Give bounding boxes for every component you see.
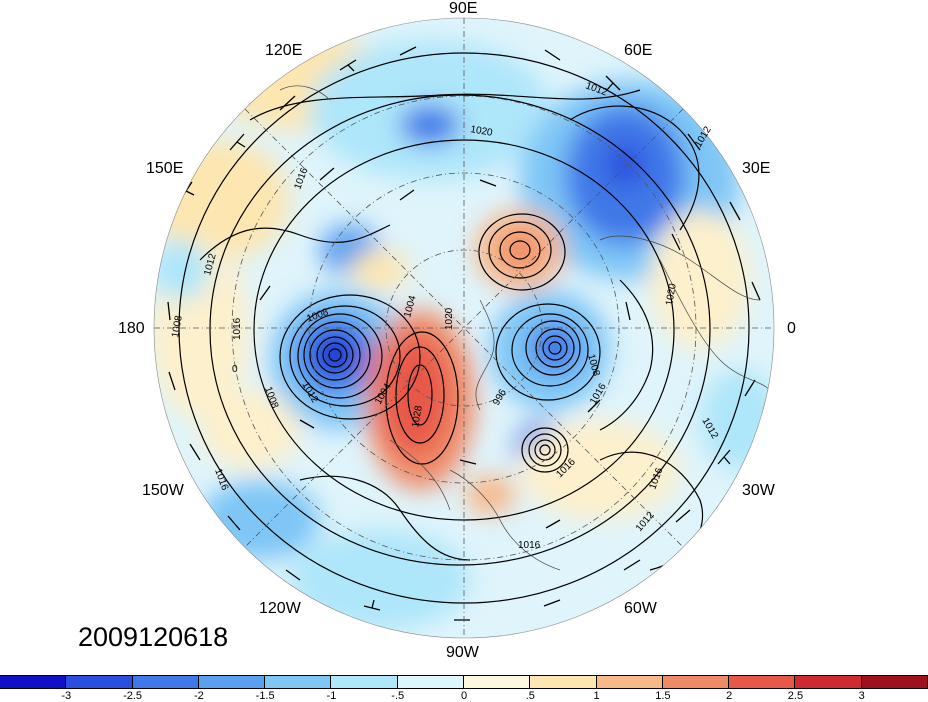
colorbar-swatch [66,676,133,688]
colorbar-tick-label: -.5 [391,690,405,702]
contour-label: 0 [232,364,238,375]
colorbar-tick-label: 3 [858,690,865,702]
high-center-contours [385,213,566,465]
longitude-label-150w: 150W [142,482,184,499]
low-center-contours-2 [495,303,601,401]
colorbar-tick-label: -1 [326,690,337,702]
colorbar-swatch [331,676,398,688]
colorbar-tick-label: 2 [726,690,733,702]
colorbar-swatch [463,676,531,688]
contour-label: 1016 [232,317,243,340]
colorbar-tick-label: 0 [460,690,468,702]
contour-label: 1020 [469,124,493,139]
colorbar-tick-label: .5 [525,690,535,702]
colorbar-tick-label: -2 [193,690,204,702]
colorbar-swatch [795,676,862,688]
colorbar-swatch [530,676,597,688]
colorbar-tick-label: -1.5 [255,690,275,702]
contour-label: 1016 [518,540,541,551]
colorbar-swatch [596,676,663,688]
colorbar-swatch [662,676,730,688]
colorbar [0,675,928,689]
colorbar-swatch [397,676,464,688]
colorbar-tick-label: -2.5 [123,690,143,702]
longitude-label-150e: 150E [146,160,184,177]
graticule [154,18,774,638]
date-time-stamp: 2009120618 [78,622,229,652]
longitude-label-30w: 30W [742,482,775,499]
longitude-label-90w: 90W [446,644,479,661]
colorbar-swatch [132,676,199,688]
colorbar-swatch [861,676,928,688]
contour-label: 1020 [444,307,455,330]
coastlines [279,85,771,571]
longitude-label-60e: 60E [624,42,653,59]
colorbar-tick-label: -3 [61,690,72,702]
map-disk [154,18,774,638]
colorbar-swatch [198,676,266,688]
colorbar-tick-label: 1 [593,690,600,702]
colorbar-tick-label: 1.5 [655,690,671,702]
low-center-contours-1 [279,294,421,420]
longitude-label-60w: 60W [624,600,657,617]
longitude-label-120e: 120E [265,42,303,59]
anomaly-shading [154,30,774,630]
longitude-label-30e: 30E [742,160,771,177]
contour-label: 1020 [664,282,679,306]
map-boundary [153,17,775,639]
longitude-label-120w: 120W [259,600,301,617]
contour-label: 1028 [410,404,425,428]
colorbar-swatch [265,676,332,688]
wind-barbs [167,46,761,621]
colorbar-tick-label: 2.5 [787,690,804,702]
longitude-label-90e: 90E [449,0,478,17]
colorbar-swatch [0,676,67,688]
contour-label: 1008 [170,314,185,338]
longitude-label-0: 0 [787,320,796,337]
longitude-label-180: 180 [118,320,145,337]
colorbar-swatch [729,676,796,688]
